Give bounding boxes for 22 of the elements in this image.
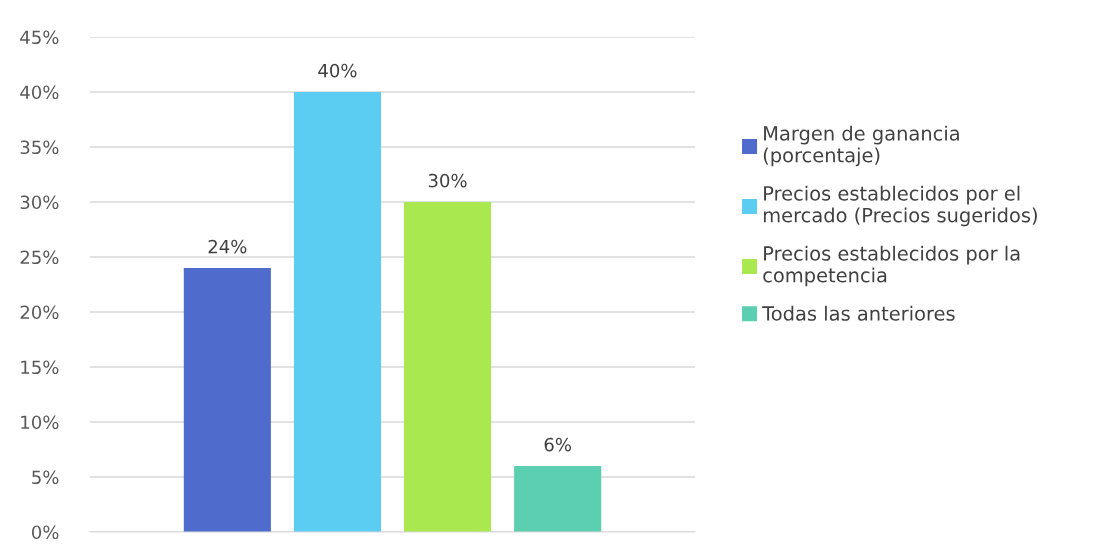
y-tick-label: 10%: [21, 415, 59, 430]
y-tick-label: 0%: [31, 525, 59, 540]
data-label: 6%: [544, 437, 571, 452]
legend-label: Margen de ganancia (porcentaje): [763, 125, 959, 167]
legend-label: Precios establecidos por el mercado (Precios sugeridos): [763, 185, 1037, 227]
data-label: 40%: [318, 63, 357, 78]
legend-label: Todas las anteriores: [762, 305, 955, 321]
y-tick-label: 40%: [20, 85, 59, 100]
y-tick-label: 30%: [20, 195, 59, 210]
y-tick-label: 15%: [21, 360, 59, 375]
y-tick-label: 25%: [20, 250, 59, 265]
bar: [183, 268, 271, 532]
bar: [293, 92, 382, 532]
y-tick-label: 5%: [32, 470, 59, 485]
legend-label: Precios establecidos por la competencia: [763, 245, 1020, 287]
data-label: 30%: [428, 173, 467, 188]
data-label: 24%: [208, 239, 247, 254]
y-tick-label: 45%: [20, 30, 59, 45]
y-tick-label: 20%: [20, 305, 59, 320]
bar: [404, 202, 492, 532]
bar: [514, 466, 602, 532]
y-tick-label: 35%: [20, 140, 59, 155]
